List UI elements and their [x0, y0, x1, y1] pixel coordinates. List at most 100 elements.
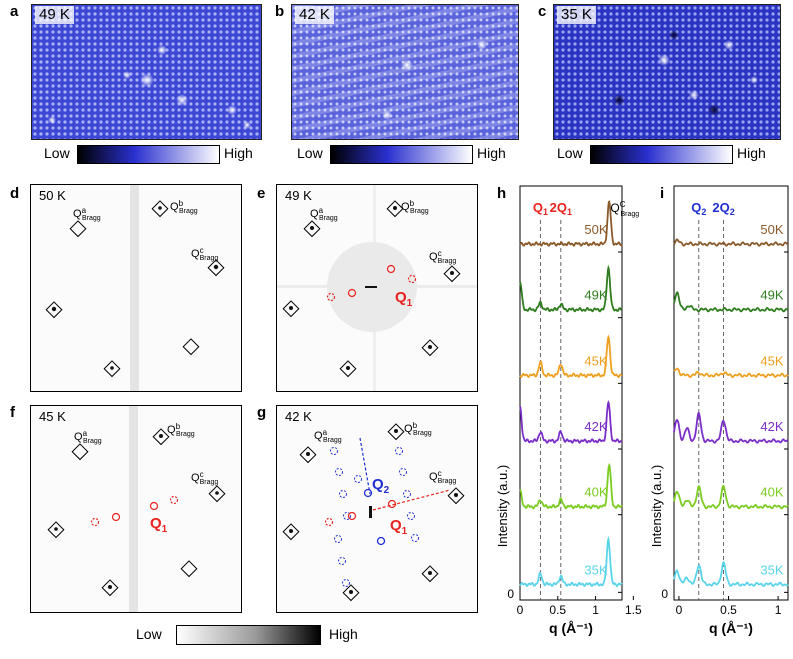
bragg-label-f-a: Qa Bragg — [74, 429, 102, 445]
panel-letter-f: f — [10, 404, 15, 421]
stm-lattice-b — [292, 5, 518, 139]
panel-letter-d: d — [10, 185, 20, 202]
colorbar-c — [590, 145, 733, 164]
series-label-35K: 35K — [584, 562, 607, 577]
fft-panel-d: Qa Bragg Qb Bragg Qc Bragg 50 K — [30, 184, 242, 392]
stm-temp-b: 42 K — [295, 6, 334, 24]
bragg-label-f-b: Qb Bragg — [167, 422, 195, 438]
x-tick-label: 0 — [517, 603, 524, 617]
colorbar-a — [77, 145, 220, 164]
fft-panel-f: Q1 Qa Bragg Qb Bragg Qc Bragg 45 K — [30, 405, 242, 613]
stm-image-c: 35 K — [553, 4, 781, 140]
marker-label-Q2: Q2 — [691, 200, 706, 217]
marker-label-Q1: Q1 — [533, 200, 548, 217]
panel-letter-e: e — [257, 185, 266, 202]
x-axis-label: q (Å⁻¹) — [549, 620, 593, 636]
stm-temp-a: 49 K — [35, 6, 74, 24]
fft-pattern-e: Q1 Qa Bragg Qb Bragg Qc Bragg — [277, 185, 477, 391]
bragg-label-e-a: Qa Bragg — [310, 206, 338, 222]
marker-label-2Q2: 2Q2 — [712, 200, 734, 217]
linecut-chart-h: 0 0.5 1 1.5 0 q (Å⁻¹) Intensity (a.u.) Q1 2Q1 QC B… — [495, 185, 642, 636]
y-zero-label: 0 — [661, 587, 668, 601]
series-35K — [673, 561, 789, 588]
colorbar-high-c: High — [737, 145, 766, 161]
series-label-42K: 42K — [760, 419, 783, 434]
series-45K — [673, 367, 789, 379]
marker-label-2Q1: 2Q1 — [550, 200, 572, 217]
bragg-label-d-b: Qb Bragg — [170, 199, 198, 215]
q1-label-f: Q1 — [150, 515, 168, 535]
series-label-49K: 49K — [584, 288, 607, 303]
series-label-50K: 50K — [760, 222, 783, 237]
panel-letter-a: a — [10, 3, 19, 20]
fft-panel-g: Q2 Q1 Qa Bragg Qb Bragg Qc Bragg 42 K — [276, 405, 478, 613]
panel-letter-b: b — [275, 3, 285, 20]
series-49K — [519, 264, 623, 313]
series-45K — [519, 334, 623, 379]
stm-lattice-a — [32, 5, 261, 139]
colorbar-high-fft: High — [329, 626, 358, 642]
stm-temp-c: 35 K — [557, 6, 596, 24]
bragg-label-g-c: Qc Bragg — [429, 469, 456, 485]
colorbar-low-b: Low — [297, 145, 323, 161]
bragg-label-g-a: Qa Bragg — [314, 428, 342, 444]
series-label-50K: 50K — [584, 222, 607, 237]
bragg-label-f-c: Qc Bragg — [191, 470, 218, 486]
x-axis-label: q (Å⁻¹) — [709, 620, 753, 636]
x-tick-label: 1 — [592, 603, 599, 617]
fft-temp-e: 49 K — [285, 188, 312, 203]
panel-letter-h: h — [497, 185, 507, 202]
series-label-35K: 35K — [760, 562, 783, 577]
panel-letter-c: c — [538, 3, 547, 20]
stm-image-b: 42 K — [291, 4, 519, 140]
stm-lattice-c — [554, 5, 780, 139]
q1-label-e: Q1 — [395, 289, 413, 309]
fft-pattern-g: Q2 Q1 Qa Bragg Qb Bragg Qc Bragg — [282, 421, 465, 602]
bragg-label-e-b: Qb Bragg — [401, 199, 429, 215]
x-tick-label: 0 — [676, 603, 683, 617]
series-50K — [673, 238, 789, 247]
x-tick-label: 1 — [775, 603, 782, 617]
series-label-49K: 49K — [760, 288, 783, 303]
fft-pattern-d: Qa Bragg Qb Bragg Qc Bragg — [45, 185, 225, 391]
x-tick-label: 0.5 — [549, 603, 566, 617]
q2-label-g: Q2 — [372, 476, 390, 496]
fft-temp-g: 42 K — [285, 409, 312, 424]
series-50K — [519, 200, 623, 247]
colorbar-high-a: High — [224, 145, 253, 161]
linecut-chart-i: 0 0.5 1 0 q (Å⁻¹) Intensity (a.u.) Q2 2Q2 50K 49K… — [649, 185, 789, 636]
series-35K — [519, 535, 623, 588]
series-label-40K: 40K — [584, 485, 607, 500]
bragg-label-d-c: Qc Bragg — [191, 246, 218, 262]
x-tick-label: 1.5 — [625, 603, 642, 617]
bragg-c-label: QC Bragg — [610, 200, 639, 218]
bragg-label-e-c: Qc Bragg — [429, 249, 456, 265]
series-42K — [673, 411, 789, 444]
series-label-42K: 42K — [584, 419, 607, 434]
series-40K — [519, 462, 623, 510]
series-label-40K: 40K — [760, 485, 783, 500]
x-tick-label: 0.5 — [720, 603, 737, 617]
stm-image-a: 49 K — [31, 4, 262, 140]
colorbar-low-a: Low — [44, 145, 70, 161]
colorbar-fft — [176, 625, 321, 645]
series-label-45K: 45K — [584, 353, 607, 368]
colorbar-low-c: Low — [557, 145, 583, 161]
fft-temp-f: 45 K — [39, 409, 66, 424]
panel-letter-i: i — [660, 185, 665, 202]
y-axis-label: Intensity (a.u.) — [649, 465, 664, 547]
series-49K — [673, 291, 789, 313]
bragg-label-g-b: Qb Bragg — [404, 421, 432, 437]
y-axis-label: Intensity (a.u.) — [495, 465, 510, 547]
plot-frame — [673, 185, 789, 601]
fft-panel-e: Q1 Qa Bragg Qb Bragg Qc Bragg 49 K — [276, 184, 478, 392]
bragg-label-d-a: Qa Bragg — [73, 206, 101, 222]
series-label-45K: 45K — [760, 353, 783, 368]
series-40K — [673, 484, 789, 510]
colorbar-low-fft: Low — [136, 626, 162, 642]
series-42K — [519, 399, 623, 444]
colorbar-high-b: High — [477, 145, 506, 161]
plot-frame — [519, 185, 623, 601]
fft-temp-d: 50 K — [39, 188, 66, 203]
panel-letter-g: g — [257, 404, 267, 421]
